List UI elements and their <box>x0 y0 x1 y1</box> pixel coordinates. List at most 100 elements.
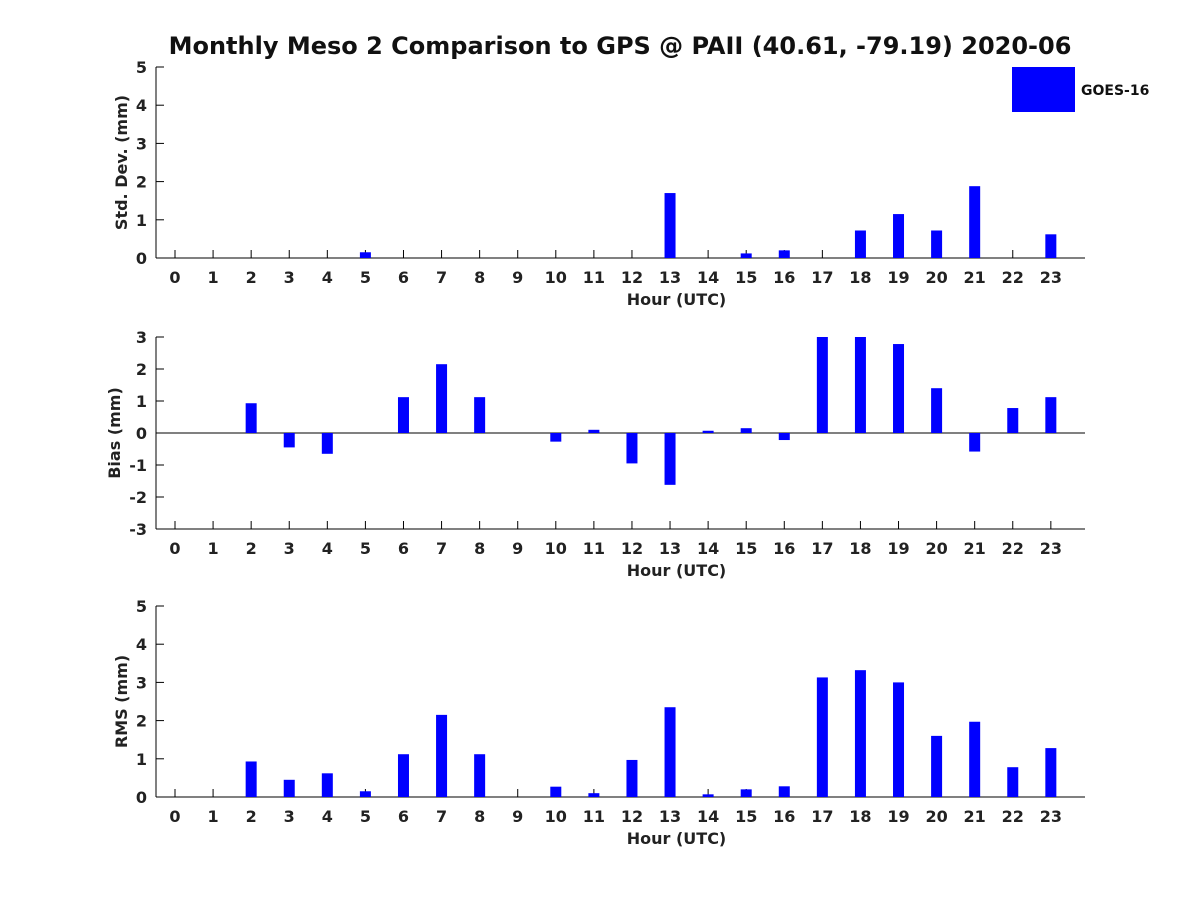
x-tick-label: 22 <box>1002 268 1024 287</box>
x-tick-label: 10 <box>545 807 567 826</box>
y-tick-label: 5 <box>136 58 147 77</box>
y-tick-label: -1 <box>129 456 147 475</box>
bar-hour-23 <box>1045 748 1057 797</box>
bar-hour-13 <box>664 193 676 258</box>
x-tick-label: 18 <box>849 539 871 558</box>
bar-hour-21 <box>969 186 981 258</box>
bar-hour-2 <box>245 761 257 797</box>
x-tick-label: 0 <box>169 807 180 826</box>
legend-swatch-goes-16 <box>1012 67 1075 112</box>
x-tick-label: 20 <box>925 807 947 826</box>
x-tick-label: 3 <box>284 539 295 558</box>
y-tick-label: -2 <box>129 488 147 507</box>
x-axis-label: Hour (UTC) <box>627 561 727 580</box>
y-tick-label: 1 <box>136 211 147 230</box>
x-tick-label: 9 <box>512 268 523 287</box>
x-tick-label: 9 <box>512 807 523 826</box>
x-tick-label: 21 <box>964 539 986 558</box>
x-tick-label: 8 <box>474 807 485 826</box>
x-tick-label: 22 <box>1002 807 1024 826</box>
bar-hour-19 <box>893 344 905 433</box>
x-tick-label: 4 <box>322 807 333 826</box>
bar-hour-6 <box>397 754 409 797</box>
x-tick-label: 20 <box>925 268 947 287</box>
x-tick-label: 16 <box>773 807 795 826</box>
x-tick-label: 1 <box>208 268 219 287</box>
x-tick-label: 19 <box>887 807 909 826</box>
x-tick-label: 1 <box>208 807 219 826</box>
y-tick-label: 0 <box>136 788 147 807</box>
x-tick-label: 4 <box>322 539 333 558</box>
x-tick-label: 21 <box>964 268 986 287</box>
x-tick-label: 1 <box>208 539 219 558</box>
bar-hour-3 <box>283 433 295 448</box>
y-tick-label: 2 <box>136 712 147 731</box>
x-tick-label: 18 <box>849 268 871 287</box>
x-tick-label: 12 <box>621 539 643 558</box>
y-tick-label: 0 <box>136 249 147 268</box>
y-tick-label: 0 <box>136 424 147 443</box>
chart-title: Monthly Meso 2 Comparison to GPS @ PAII … <box>169 32 1072 60</box>
x-tick-label: 6 <box>398 539 409 558</box>
y-tick-label: 3 <box>136 673 147 692</box>
x-tick-label: 13 <box>659 539 681 558</box>
x-tick-label: 13 <box>659 807 681 826</box>
bar-hour-22 <box>1007 767 1019 797</box>
x-tick-label: 2 <box>246 539 257 558</box>
y-tick-label: 1 <box>136 750 147 769</box>
bar-hour-16 <box>778 433 790 441</box>
x-tick-label: 3 <box>284 268 295 287</box>
x-tick-label: 11 <box>583 807 605 826</box>
bar-hour-15 <box>740 428 752 433</box>
bar-hour-18 <box>854 670 866 797</box>
x-tick-label: 17 <box>811 268 833 287</box>
bar-hour-3 <box>283 779 295 797</box>
y-tick-label: 2 <box>136 173 147 192</box>
x-tick-label: 12 <box>621 268 643 287</box>
x-tick-label: 20 <box>925 539 947 558</box>
bar-hour-12 <box>626 433 638 464</box>
x-tick-label: 10 <box>545 539 567 558</box>
legend: GOES-16 <box>1012 67 1149 112</box>
x-tick-label: 15 <box>735 807 757 826</box>
bar-hour-20 <box>931 230 943 258</box>
x-tick-label: 12 <box>621 807 643 826</box>
x-tick-label: 22 <box>1002 539 1024 558</box>
x-tick-label: 16 <box>773 268 795 287</box>
x-tick-label: 14 <box>697 268 719 287</box>
x-tick-label: 17 <box>811 807 833 826</box>
x-tick-label: 7 <box>436 807 447 826</box>
x-tick-label: 11 <box>583 268 605 287</box>
bar-hour-13 <box>664 707 676 797</box>
y-tick-label: 3 <box>136 328 147 347</box>
x-tick-label: 21 <box>964 807 986 826</box>
bar-hour-10 <box>550 433 562 442</box>
y-tick-label: 5 <box>136 597 147 616</box>
bar-hour-14 <box>702 794 714 797</box>
x-tick-label: 23 <box>1040 268 1062 287</box>
x-tick-label: 17 <box>811 539 833 558</box>
x-tick-label: 2 <box>246 268 257 287</box>
bar-hour-10 <box>550 786 562 797</box>
bar-hour-12 <box>626 759 638 797</box>
bar-hour-18 <box>854 230 866 258</box>
y-tick-label: 4 <box>136 635 147 654</box>
x-tick-label: 14 <box>697 539 719 558</box>
x-tick-label: 5 <box>360 807 371 826</box>
legend-label: GOES-16 <box>1081 83 1149 99</box>
x-tick-label: 6 <box>398 268 409 287</box>
x-tick-label: 0 <box>169 268 180 287</box>
x-tick-label: 3 <box>284 807 295 826</box>
bar-hour-15 <box>740 253 752 258</box>
x-tick-label: 13 <box>659 268 681 287</box>
bar-hour-20 <box>931 388 943 433</box>
y-tick-label: 1 <box>136 392 147 411</box>
bar-hour-11 <box>588 429 600 433</box>
x-tick-label: 15 <box>735 539 757 558</box>
y-axis-label: Bias (mm) <box>105 387 124 479</box>
bar-hour-23 <box>1045 234 1057 258</box>
